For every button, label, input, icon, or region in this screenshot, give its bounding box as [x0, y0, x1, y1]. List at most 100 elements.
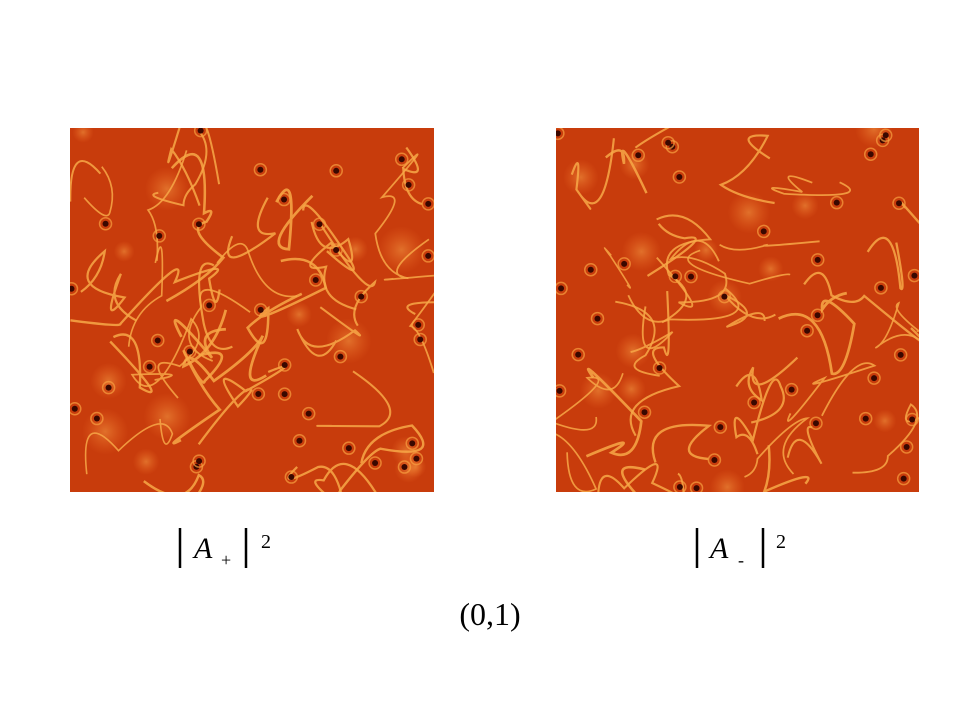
texture-glow — [873, 409, 896, 432]
texture-defect — [878, 285, 884, 291]
texture-defect — [258, 307, 264, 313]
texture-defect — [72, 406, 78, 412]
texture-defect — [677, 484, 683, 490]
texture-defect — [896, 200, 902, 206]
texture-defect — [313, 277, 319, 283]
texture-defect — [281, 197, 287, 203]
pattern-image — [530, 46, 960, 595]
texture-defect — [296, 438, 302, 444]
texture-defect — [595, 316, 601, 322]
texture-defect — [155, 337, 161, 343]
texture-defect — [333, 168, 339, 174]
texture-defect — [147, 364, 153, 370]
texture-defect — [156, 233, 162, 239]
texture-defect — [676, 174, 682, 180]
texture-glow — [791, 192, 818, 219]
texture-defect — [196, 221, 202, 227]
texture-glow — [114, 241, 135, 262]
texture-glow — [133, 448, 160, 475]
texture-defect — [672, 273, 678, 279]
texture-defect — [751, 400, 757, 406]
texture-defect — [346, 445, 352, 451]
texture-glow — [563, 159, 599, 195]
texture-defect — [911, 273, 917, 279]
texture-defect — [635, 152, 641, 158]
label-superscript: 2 — [261, 531, 271, 553]
texture-defect — [901, 476, 907, 482]
texture-defect — [306, 411, 312, 417]
texture-defect — [721, 294, 727, 300]
texture-glow — [326, 318, 372, 364]
texture-defect — [399, 156, 405, 162]
texture-defect — [909, 417, 915, 423]
label-symbol: A — [192, 532, 213, 565]
texture-glow — [378, 226, 426, 274]
texture-defect — [358, 294, 364, 300]
texture-defect — [316, 221, 322, 227]
texture-defect — [68, 286, 74, 292]
texture-defect — [187, 349, 193, 355]
texture-defect — [196, 458, 202, 464]
texture-defect — [815, 312, 821, 318]
texture-defect — [642, 409, 648, 415]
texture-defect — [789, 387, 795, 393]
caption: (0,1) — [459, 596, 520, 632]
texture-defect — [337, 354, 343, 360]
texture-defect — [401, 464, 407, 470]
label-subscript: - — [738, 550, 744, 570]
texture-defect — [425, 253, 431, 259]
pattern-image — [50, 99, 535, 532]
texture-defect — [555, 130, 561, 136]
texture-defect — [834, 200, 840, 206]
label-subscript: + — [221, 550, 231, 570]
texture-defect — [415, 322, 421, 328]
texture-defect — [282, 391, 288, 397]
texture-defect — [558, 285, 564, 291]
panel-label: A - 2 — [697, 528, 786, 570]
texture-defect — [717, 424, 723, 430]
texture-defect — [333, 247, 339, 253]
texture-defect — [198, 128, 204, 134]
texture-defect — [103, 221, 109, 227]
texture-defect — [409, 440, 415, 446]
texture-defect — [413, 456, 419, 462]
texture-defect — [871, 375, 877, 381]
texture-defect — [417, 336, 423, 342]
texture-defect — [557, 388, 563, 394]
texture-defect — [575, 352, 581, 358]
texture-defect — [688, 274, 694, 280]
texture-defect — [665, 140, 671, 146]
texture-glow — [710, 469, 745, 504]
texture-defect — [282, 362, 288, 368]
texture-defect — [106, 385, 112, 391]
texture-defect — [257, 167, 263, 173]
texture-defect — [868, 151, 874, 157]
texture-glow — [622, 232, 662, 272]
texture-defect — [621, 261, 627, 267]
texture-defect — [815, 257, 821, 263]
texture-defect — [288, 474, 294, 480]
panel-label: A + 2 — [180, 528, 271, 570]
texture-defect — [813, 420, 819, 426]
texture-defect — [694, 485, 700, 491]
texture-defect — [898, 352, 904, 358]
texture-defect — [588, 267, 594, 273]
texture-defect — [761, 228, 767, 234]
texture-defect — [883, 132, 889, 138]
texture-defect — [372, 460, 378, 466]
texture-defect — [657, 365, 663, 371]
texture-defect — [711, 457, 717, 463]
texture-glow — [72, 121, 93, 142]
texture-defect — [425, 201, 431, 207]
label-symbol: A — [708, 532, 729, 565]
texture-defect — [94, 416, 100, 422]
texture-defect — [863, 416, 869, 422]
label-superscript: 2 — [776, 531, 786, 553]
texture-defect — [904, 444, 910, 450]
texture-defect — [406, 182, 412, 188]
texture-defect — [255, 391, 261, 397]
texture-defect — [804, 328, 810, 334]
texture-defect — [206, 302, 212, 308]
